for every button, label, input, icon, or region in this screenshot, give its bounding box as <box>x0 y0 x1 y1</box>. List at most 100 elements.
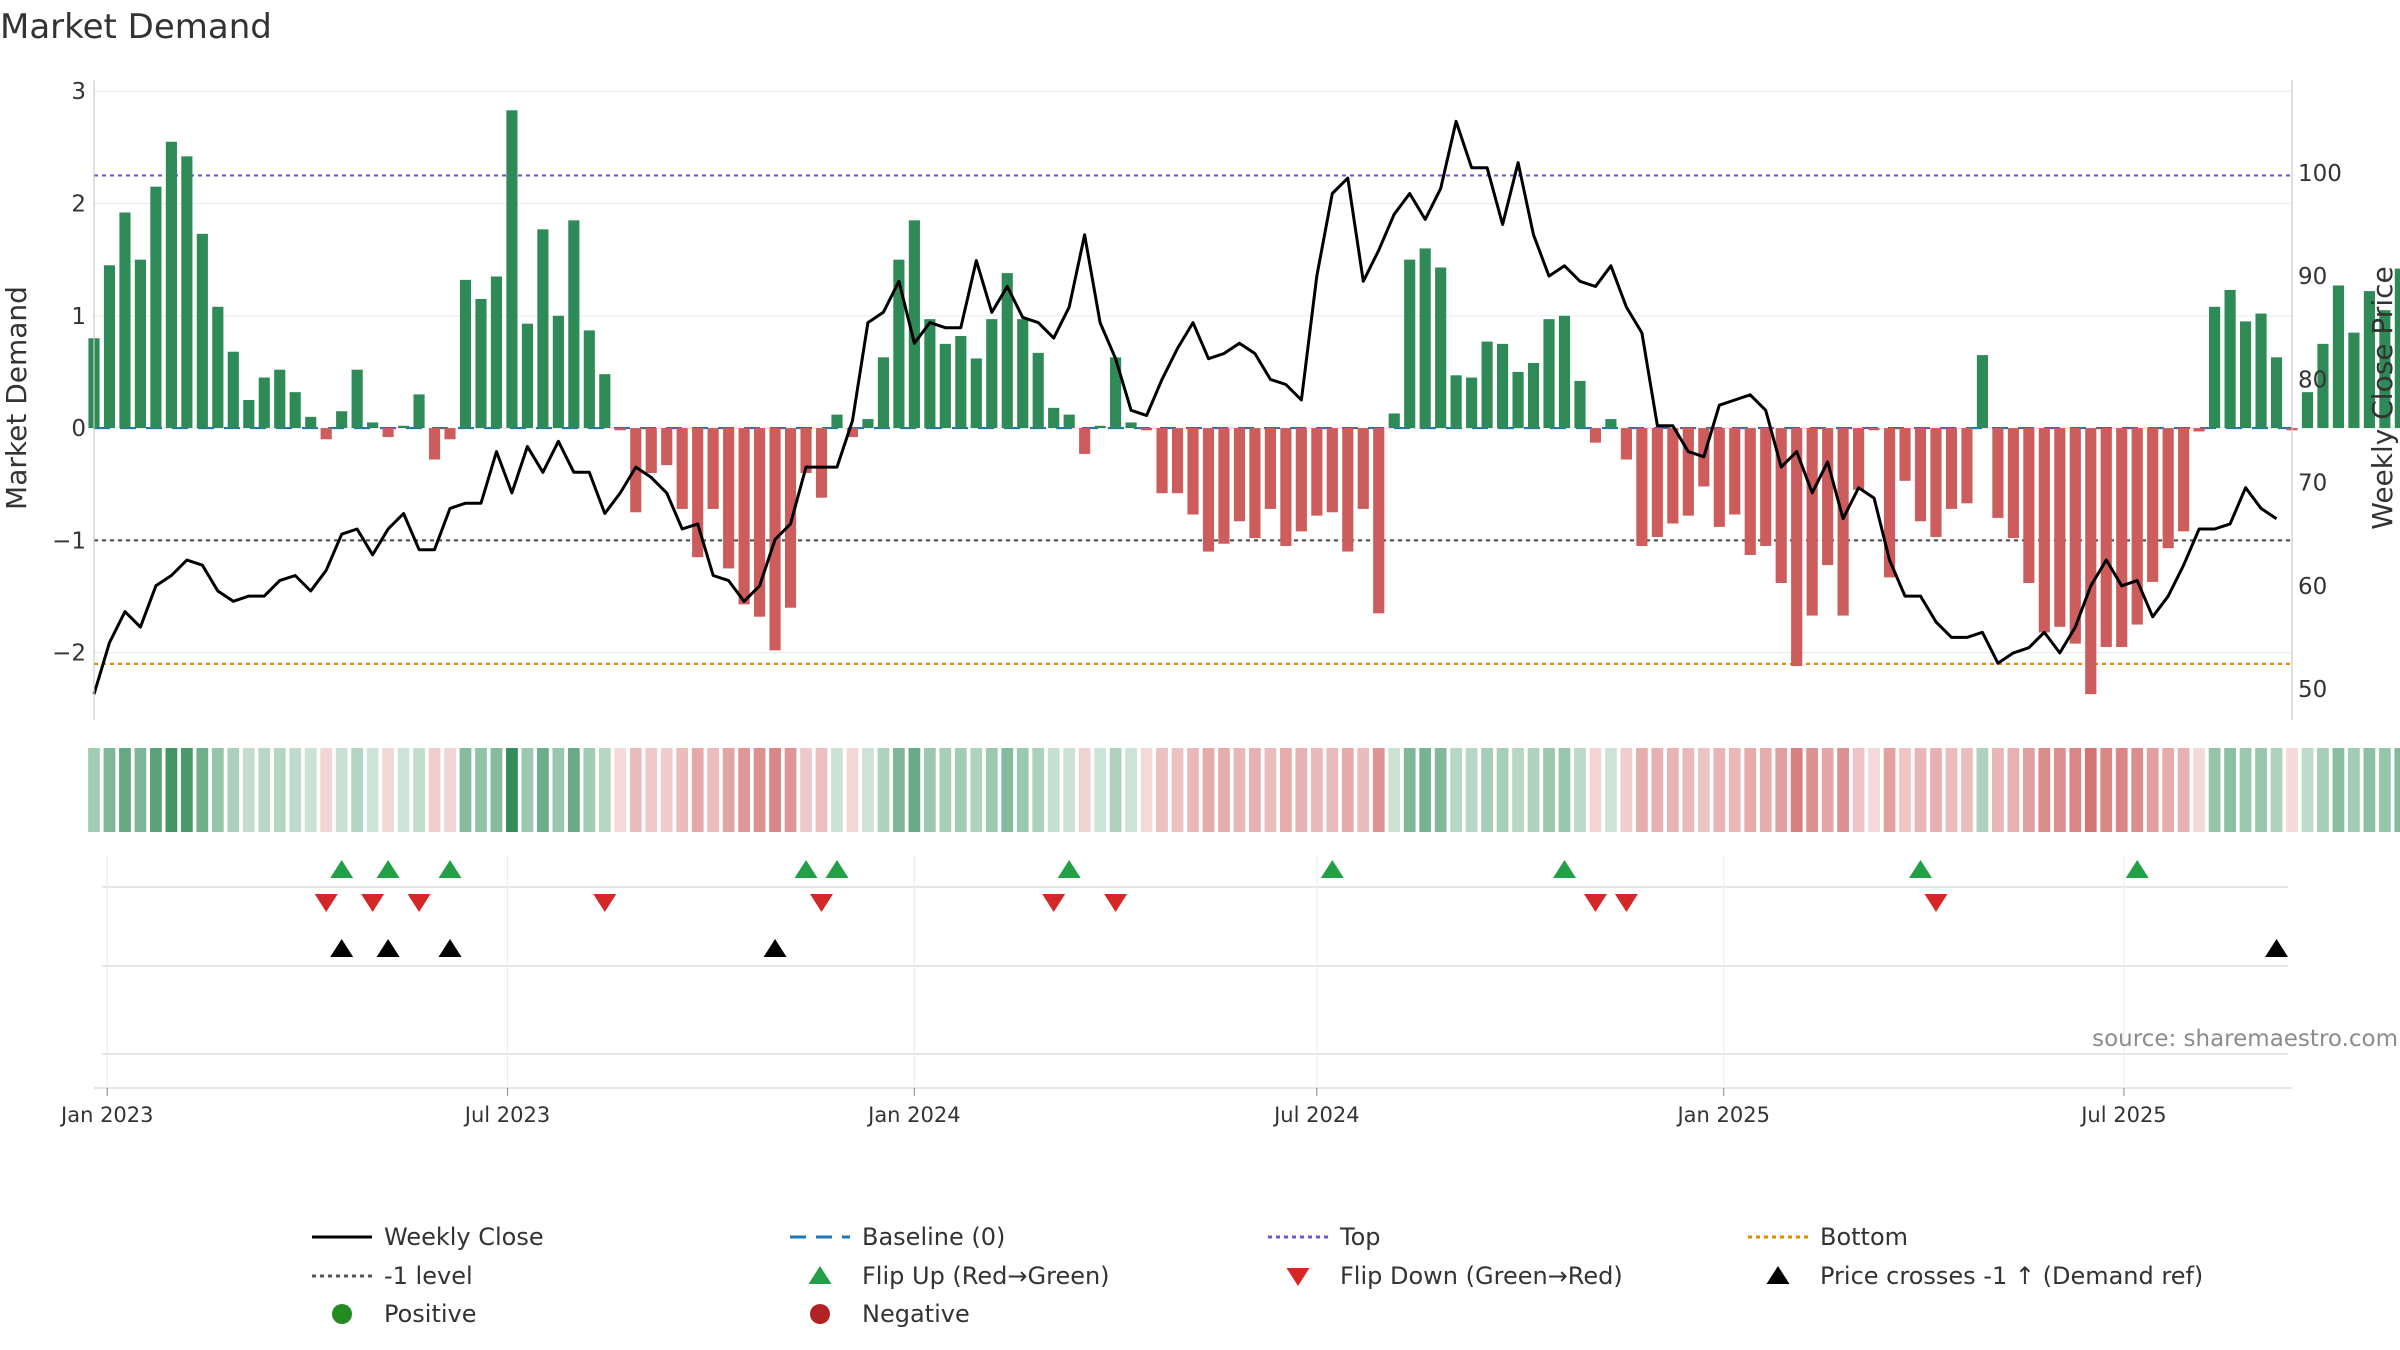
negative-demand-bar <box>320 428 332 440</box>
heat-cell <box>1620 748 1633 832</box>
negative-demand-bar <box>2147 428 2159 582</box>
heat-cell <box>134 748 147 832</box>
heat-cell <box>196 748 209 832</box>
positive-demand-bar <box>568 220 580 429</box>
heat-cell <box>1697 748 1710 832</box>
flip-up-marker <box>438 860 462 878</box>
y-right-tick-label: 80 <box>2298 367 2327 393</box>
price-cross-marker <box>376 939 400 957</box>
positive-demand-bar <box>336 411 348 429</box>
positive-demand-bar <box>2209 306 2221 429</box>
negative-demand-bar <box>2023 428 2035 584</box>
heat-cell <box>722 748 735 832</box>
positive-demand-bar <box>1497 343 1509 429</box>
heat-cell <box>1636 748 1648 832</box>
positive-demand-bar <box>583 330 595 429</box>
negative-demand-bar <box>428 428 441 460</box>
negative-demand-bar <box>1806 428 1818 616</box>
positive-demand-bar <box>150 186 162 429</box>
heat-cell <box>970 748 983 832</box>
legend-item-baseline: Baseline (0) <box>790 1223 1005 1251</box>
y-left-tick-label: 1 <box>71 304 86 330</box>
heat-cell <box>165 748 178 832</box>
y-right-tick-label: 90 <box>2298 264 2327 290</box>
heat-cell <box>2286 748 2298 832</box>
positive-demand-bar <box>1063 414 1075 429</box>
negative-demand-bar <box>2178 428 2190 532</box>
flip-up-marker <box>1057 860 1081 878</box>
negative-demand-bar <box>1620 428 1632 460</box>
positive-demand-bar <box>831 414 843 429</box>
legend-swatch-positive <box>332 1304 352 1324</box>
heat-cell <box>831 748 843 832</box>
heat-cell <box>180 748 193 832</box>
heat-cell <box>2224 748 2236 832</box>
heat-cell <box>954 748 967 832</box>
negative-demand-bar <box>1140 428 1153 431</box>
heat-cell <box>2255 748 2267 832</box>
legend-item-positive: Positive <box>332 1300 477 1328</box>
legend-label-positive: Positive <box>384 1300 477 1328</box>
flip-down-marker <box>1042 894 1066 912</box>
y-left-tick-label: 3 <box>71 79 86 105</box>
negative-demand-bar <box>2054 428 2066 627</box>
legend-label-top: Top <box>1339 1223 1381 1251</box>
positive-demand-bar <box>1001 273 1013 429</box>
legend-item-price-line: Weekly Close <box>312 1223 544 1251</box>
negative-demand-bar <box>1280 428 1292 546</box>
heat-cell <box>598 748 611 832</box>
positive-demand-bar <box>1388 413 1400 429</box>
negative-demand-bar <box>1156 428 1168 494</box>
flip-up-marker <box>1320 860 1344 878</box>
heat-cell <box>939 748 952 832</box>
positive-demand-bar <box>258 377 270 429</box>
positive-demand-bar <box>227 351 239 429</box>
heat-cell <box>366 748 379 832</box>
flip-down-marker <box>810 894 834 912</box>
negative-demand-bar <box>1992 428 2004 518</box>
flip-up-marker <box>330 860 354 878</box>
negative-demand-bar <box>630 428 642 513</box>
heat-cell <box>2348 748 2360 832</box>
positive-demand-bar <box>1032 352 1044 429</box>
legend-swatch-flip-up <box>808 1266 832 1284</box>
heat-cell <box>88 748 100 832</box>
heat-cell <box>2378 748 2391 832</box>
negative-demand-bar <box>1249 428 1261 539</box>
negative-demand-bar <box>692 428 704 558</box>
positive-demand-bar <box>506 110 518 429</box>
positive-demand-bar <box>2379 310 2391 429</box>
positive-demand-bar <box>1125 422 1137 429</box>
heat-cell <box>800 748 812 832</box>
negative-demand-bar <box>614 428 626 431</box>
heat-cell <box>459 748 472 832</box>
negative-demand-bar <box>1744 428 1756 555</box>
heat-cell <box>1109 748 1122 832</box>
positive-demand-bar <box>134 259 147 429</box>
positive-demand-bar <box>398 425 410 429</box>
positive-demand-bar <box>1419 248 1431 429</box>
legend-label-flip-up: Flip Up (Red→Green) <box>862 1262 1110 1290</box>
y-left-tick-label: 2 <box>71 192 86 218</box>
legend-swatch-flip-down <box>1286 1268 1310 1286</box>
heat-cell <box>769 748 781 832</box>
heat-cell <box>1326 748 1339 832</box>
heat-cell <box>1063 748 1076 832</box>
heat-cell <box>1527 748 1540 832</box>
heat-cell <box>273 748 286 832</box>
positive-demand-bar <box>599 374 611 429</box>
positive-demand-bar <box>2239 321 2252 429</box>
heat-cell <box>335 748 348 832</box>
flip-down-marker <box>1583 894 1607 912</box>
heat-cell <box>2162 748 2175 832</box>
negative-demand-bar <box>1868 428 1880 431</box>
positive-demand-bar <box>1976 355 1988 429</box>
heat-cell <box>1403 748 1416 832</box>
legend-swatch-cross <box>1766 1266 1790 1284</box>
positive-demand-bar <box>367 422 379 429</box>
heat-cell <box>1156 748 1168 832</box>
date-tick-label: Jan 2024 <box>866 1103 961 1127</box>
y-axis-left-label: Market Demand <box>0 286 33 510</box>
heat-cell <box>1512 748 1524 832</box>
heat-cell <box>1419 748 1432 832</box>
